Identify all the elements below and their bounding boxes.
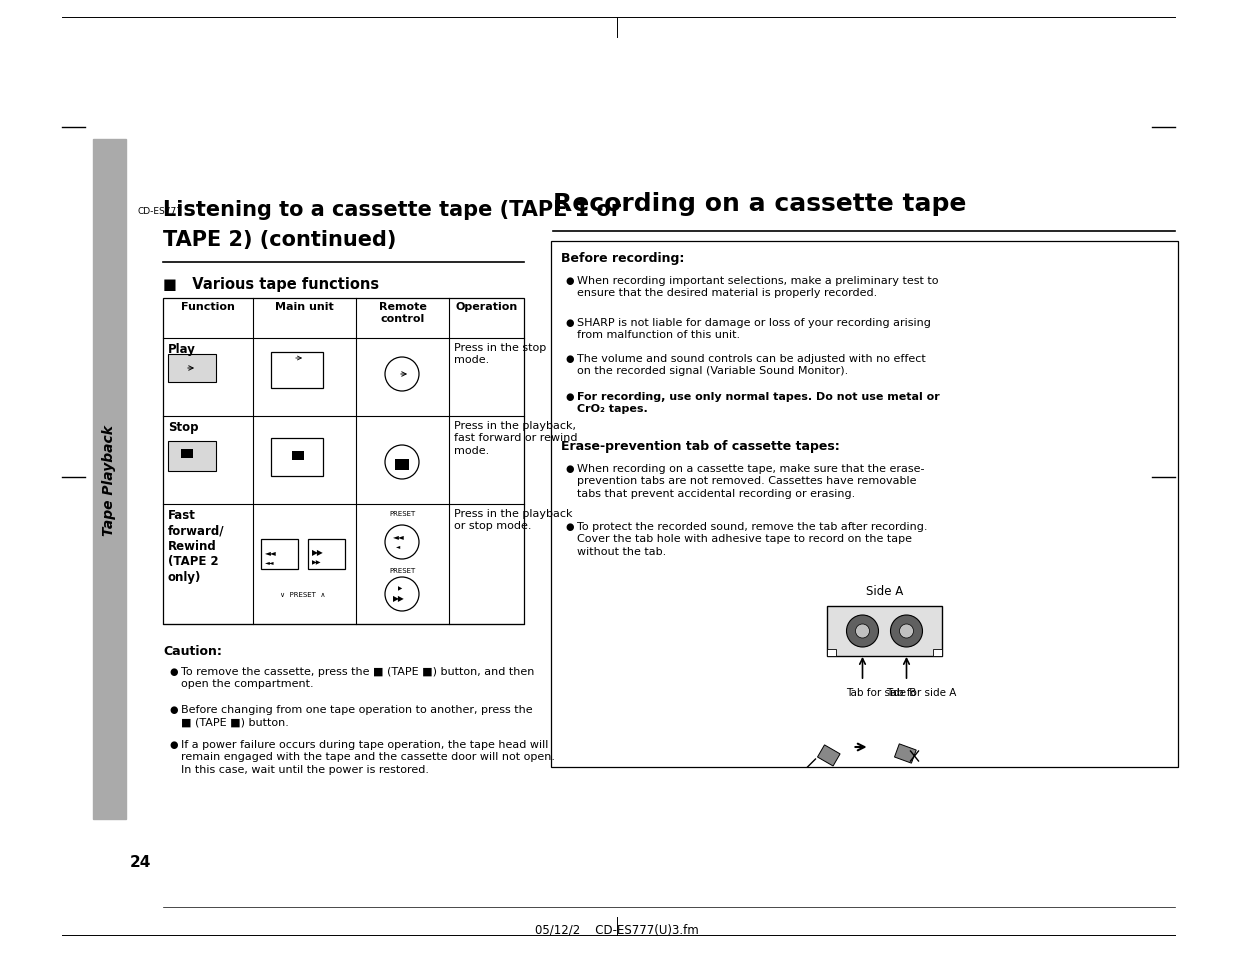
Text: SHARP is not liable for damage or loss of your recording arising
from malfunctio: SHARP is not liable for damage or loss o… bbox=[577, 317, 931, 340]
Text: CD-ES777: CD-ES777 bbox=[138, 207, 183, 215]
Text: When recording on a cassette tape, make sure that the erase-
prevention tabs are: When recording on a cassette tape, make … bbox=[577, 463, 925, 498]
Text: Before changing from one tape operation to another, press the
■ (TAPE ■) button.: Before changing from one tape operation … bbox=[182, 704, 532, 726]
Circle shape bbox=[856, 624, 869, 639]
Bar bbox=[93, 140, 126, 820]
Text: Tab for side A: Tab for side A bbox=[887, 687, 957, 698]
Text: Side A: Side A bbox=[866, 584, 903, 598]
Text: 05/12/2    CD-ES777(U)3.fm: 05/12/2 CD-ES777(U)3.fm bbox=[535, 923, 699, 936]
Circle shape bbox=[890, 616, 923, 647]
Bar bbox=[270, 353, 324, 389]
Text: Caution:: Caution: bbox=[163, 644, 222, 658]
Bar bbox=[932, 649, 942, 657]
Text: ◄: ◄ bbox=[396, 544, 400, 549]
Text: Function: Function bbox=[182, 302, 235, 312]
Bar bbox=[894, 744, 916, 763]
Text: To remove the cassette, press the ■ (TAPE ■) button, and then
open the compartme: To remove the cassette, press the ■ (TAP… bbox=[182, 666, 535, 689]
Bar bbox=[551, 242, 1178, 767]
Text: Press in the playback
or stop mode.: Press in the playback or stop mode. bbox=[454, 509, 573, 531]
Text: To protect the recorded sound, remove the tab after recording.
Cover the tab hol: To protect the recorded sound, remove th… bbox=[577, 521, 927, 557]
Text: Before recording:: Before recording: bbox=[561, 252, 684, 265]
Text: ◄◄: ◄◄ bbox=[393, 532, 405, 541]
Text: Press in the stop
mode.: Press in the stop mode. bbox=[454, 343, 546, 365]
Text: Main unit: Main unit bbox=[275, 302, 333, 312]
Circle shape bbox=[846, 616, 878, 647]
Text: If a power failure occurs during tape operation, the tape head will
remain engag: If a power failure occurs during tape op… bbox=[182, 740, 555, 774]
Text: Operation: Operation bbox=[456, 302, 517, 312]
Text: ●: ● bbox=[564, 392, 573, 401]
Bar bbox=[818, 745, 840, 766]
Bar bbox=[168, 441, 216, 472]
Text: Recording on a cassette tape: Recording on a cassette tape bbox=[553, 192, 966, 215]
Text: ●: ● bbox=[564, 275, 573, 286]
Bar bbox=[308, 539, 345, 569]
Text: Remote
control: Remote control bbox=[379, 302, 426, 323]
Text: ●: ● bbox=[564, 354, 573, 364]
Text: Press in the playback,
fast forward or rewind
mode.: Press in the playback, fast forward or r… bbox=[454, 420, 578, 456]
Text: ▶▶: ▶▶ bbox=[312, 548, 324, 557]
Bar bbox=[182, 450, 193, 458]
Text: For recording, use only normal tapes. Do not use metal or
CrO₂ tapes.: For recording, use only normal tapes. Do… bbox=[577, 392, 940, 414]
Bar bbox=[395, 459, 409, 471]
Text: Fast
forward/
Rewind
(TAPE 2
only): Fast forward/ Rewind (TAPE 2 only) bbox=[168, 509, 225, 583]
Text: Play: Play bbox=[168, 343, 196, 355]
Text: ●: ● bbox=[564, 521, 573, 532]
Text: The volume and sound controls can be adjusted with no effect
on the recorded sig: The volume and sound controls can be adj… bbox=[577, 354, 926, 376]
Text: ◄◄: ◄◄ bbox=[266, 548, 277, 557]
Text: ▶▶: ▶▶ bbox=[393, 594, 405, 603]
Bar bbox=[827, 606, 942, 657]
Bar bbox=[291, 452, 304, 460]
Text: Erase-prevention tab of cassette tapes:: Erase-prevention tab of cassette tapes: bbox=[561, 439, 840, 453]
Bar bbox=[827, 649, 836, 657]
Bar bbox=[168, 355, 216, 382]
Text: Tape Playback: Tape Playback bbox=[103, 424, 116, 535]
Text: Stop: Stop bbox=[168, 420, 199, 434]
Text: Listening to a cassette tape (TAPE 1 or: Listening to a cassette tape (TAPE 1 or bbox=[163, 200, 621, 220]
Bar bbox=[270, 438, 324, 476]
Text: ◄◄: ◄◄ bbox=[266, 560, 274, 565]
Text: ■   Various tape functions: ■ Various tape functions bbox=[163, 276, 379, 292]
Bar bbox=[163, 298, 524, 624]
Text: Tab for side B: Tab for side B bbox=[846, 687, 916, 698]
Text: PRESET: PRESET bbox=[389, 567, 415, 574]
Text: TAPE 2) (continued): TAPE 2) (continued) bbox=[163, 230, 396, 250]
Text: When recording important selections, make a preliminary test to
ensure that the : When recording important selections, mak… bbox=[577, 275, 939, 298]
Text: ▶: ▶ bbox=[398, 586, 403, 591]
Text: ●: ● bbox=[169, 704, 178, 714]
Text: ∨  PRESET  ∧: ∨ PRESET ∧ bbox=[280, 592, 326, 598]
Text: 24: 24 bbox=[130, 854, 152, 869]
Text: ●: ● bbox=[169, 666, 178, 677]
Text: ●: ● bbox=[564, 317, 573, 328]
Circle shape bbox=[899, 624, 914, 639]
Bar bbox=[261, 539, 298, 569]
Text: PRESET: PRESET bbox=[389, 511, 415, 517]
Text: ▶▶: ▶▶ bbox=[312, 560, 321, 565]
Text: ●: ● bbox=[564, 463, 573, 474]
Text: ●: ● bbox=[169, 740, 178, 749]
